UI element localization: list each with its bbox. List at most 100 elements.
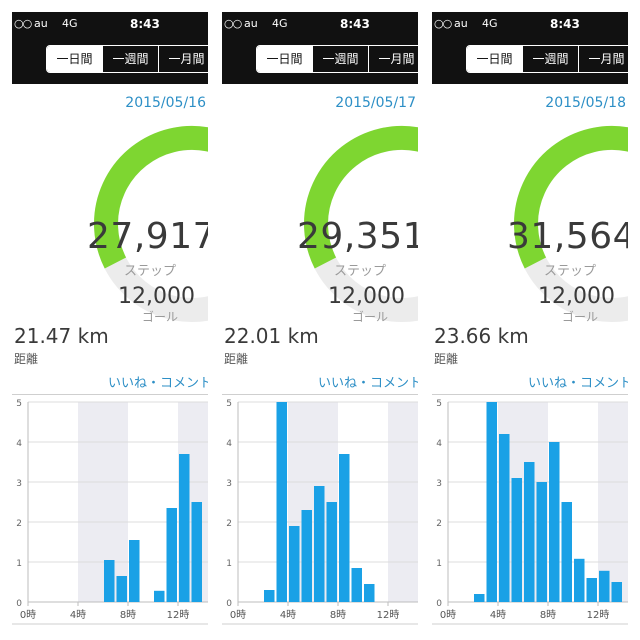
chart-bar [314,486,325,602]
chart-bar [116,576,127,602]
divider [222,394,418,395]
date-label[interactable]: 2015/05/16 [125,95,206,111]
signal-icon: ○○ [224,17,242,30]
tab-day[interactable]: 一日間 [47,46,103,72]
goal-value: 12,000 [538,284,615,309]
chart-bar [166,508,177,602]
ring-progress-arc [94,125,208,269]
chart-bar [264,590,275,602]
clock: 8:43 [130,17,160,31]
x-tick-label: 8時 [330,609,346,621]
carrier-label: au [454,17,468,30]
divider [12,394,208,395]
chart-band [388,402,418,602]
y-tick-label: 1 [436,559,442,569]
x-tick-label: 0時 [20,609,36,621]
chart-bar [289,526,300,602]
goal-label: ゴール [352,310,389,324]
tab-month[interactable]: 一月間 [579,46,628,72]
steps-label: ステップ [124,264,177,279]
x-tick-label: 0時 [230,609,246,621]
hourly-steps-chart: 0 1 2 3 4 5 0時 4時 8時 12時 [222,399,418,625]
likes-comments-link[interactable]: いいね・コメント [317,376,418,391]
x-tick-label: 8時 [540,609,556,621]
date-label[interactable]: 2015/05/17 [335,95,416,111]
tab-month[interactable]: 一月間 [369,46,418,72]
hourly-steps-chart: 0 1 2 3 4 5 0時 4時 8時 12時 [12,399,208,625]
chart-bar [499,434,510,602]
chart-bar [104,560,115,602]
distance-label: 距離 [434,352,459,366]
chart-band [598,402,628,602]
y-tick-label: 4 [226,439,232,449]
distance-label: 距離 [14,352,39,366]
chart-bar [611,582,622,602]
y-tick-label: 0 [226,599,232,609]
y-tick-label: 0 [436,599,442,609]
network-label: 4G [272,17,288,30]
date-label[interactable]: 2015/05/18 [545,95,626,111]
steps-label: ステップ [544,264,597,279]
y-tick-label: 4 [436,439,442,449]
chart-bar [339,454,350,602]
chart-bar [549,442,560,602]
y-tick-label: 1 [226,559,232,569]
divider [432,394,628,395]
period-segmented-control[interactable]: 一日間 一週間 一月間 [46,45,208,73]
x-tick-label: 4時 [70,609,86,621]
chart-bar [179,454,190,602]
y-tick-label: 5 [436,399,442,409]
chart-bar [351,568,362,602]
chart-bar [486,402,497,602]
steps-label: ステップ [334,264,387,279]
tab-week[interactable]: 一週間 [523,46,579,72]
chart-bar [276,402,287,602]
clock: 8:43 [340,17,370,31]
tab-day[interactable]: 一日間 [467,46,523,72]
chart-bar [474,594,485,602]
chart-bar [586,578,597,602]
chart-bar [191,502,202,602]
steps-count: 27,917 [87,216,208,257]
period-segmented-control[interactable]: 一日間 一週間 一月間 [466,45,628,73]
chart-bar [511,478,522,602]
goal-value: 12,000 [118,284,195,309]
ring-progress-arc [514,125,628,269]
chart-bar [301,510,312,602]
steps-count: 31,564 [507,216,628,257]
period-segmented-control[interactable]: 一日間 一週間 一月間 [256,45,418,73]
chart-bar [561,502,572,602]
network-label: 4G [62,17,78,30]
progress-ring [94,125,208,322]
tab-month[interactable]: 一月間 [159,46,208,72]
tab-week[interactable]: 一週間 [103,46,159,72]
clock: 8:43 [550,17,580,31]
day-panel-2: ○○ au 4G 8:43 一日間 一週間 一月間 2015/05/17 29,… [222,12,418,628]
likes-comments-link[interactable]: いいね・コメント [527,376,628,391]
likes-comments-link[interactable]: いいね・コメント [107,376,208,391]
x-tick-label: 12時 [377,609,400,621]
y-tick-label: 1 [16,559,22,569]
progress-ring [304,125,418,322]
distance-value: 21.47 km [14,324,109,348]
x-tick-label: 12時 [167,609,190,621]
y-tick-label: 4 [16,439,22,449]
y-tick-label: 2 [226,519,232,529]
chart-bar [524,462,535,602]
goal-label: ゴール [562,310,599,324]
y-tick-label: 5 [226,399,232,409]
chart-bar [574,558,585,602]
y-tick-label: 5 [16,399,22,409]
steps-count: 29,351 [297,216,418,257]
signal-icon: ○○ [434,17,452,30]
hourly-steps-chart: 0 1 2 3 4 5 0時 4時 8時 12時 [432,399,628,625]
network-label: 4G [482,17,498,30]
progress-ring [514,125,628,322]
signal-icon: ○○ [14,17,32,30]
chart-bar [536,482,547,602]
chart-band [78,402,128,602]
tab-day[interactable]: 一日間 [257,46,313,72]
chart-bar [599,570,610,602]
tab-week[interactable]: 一週間 [313,46,369,72]
chart-bar [129,540,140,602]
